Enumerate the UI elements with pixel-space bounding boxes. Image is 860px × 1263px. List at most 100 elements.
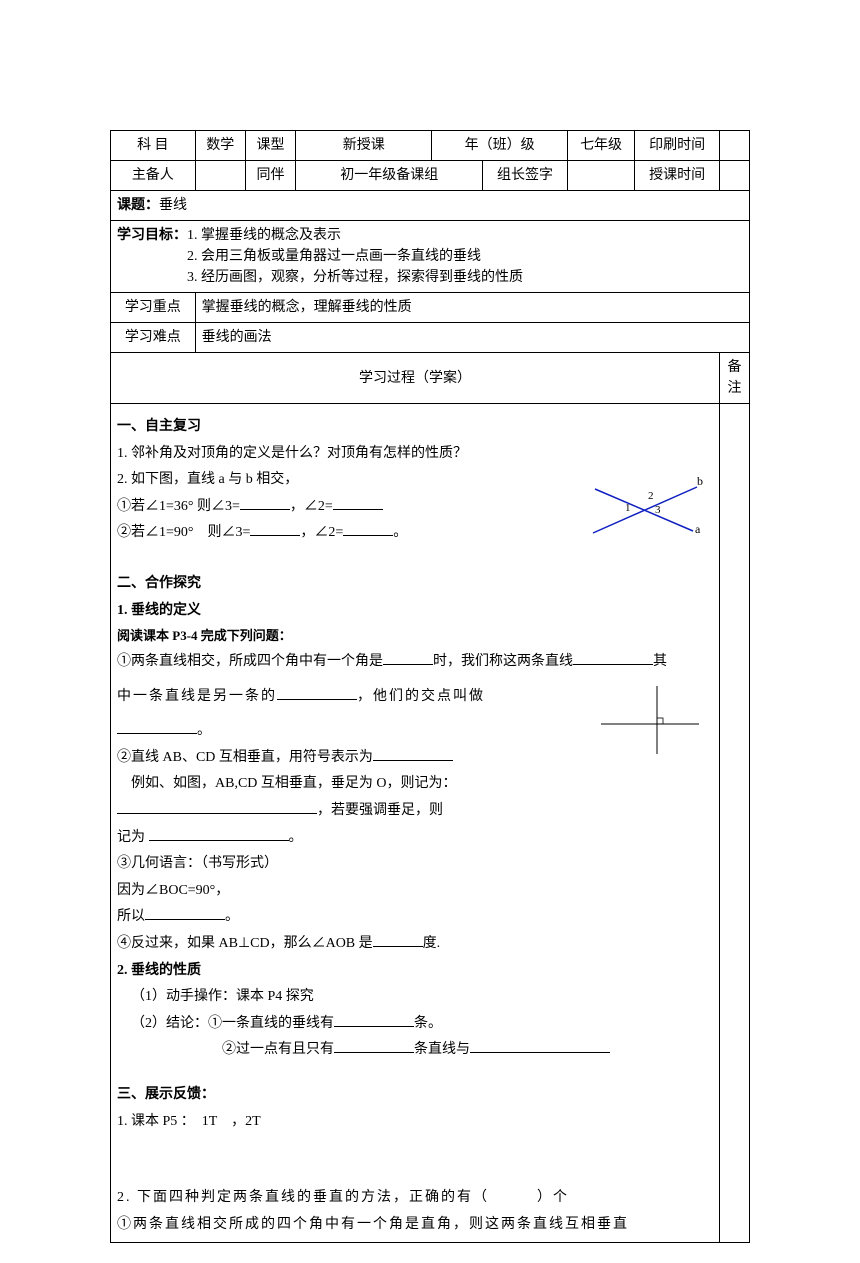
focus-label: 学习重点 xyxy=(111,293,196,323)
s2-p3b: 因为∠BOC=90°， xyxy=(117,878,713,905)
subject-label: 科 目 xyxy=(111,131,196,161)
s2-p1a: ①两条直线相交，所成四个角中有一个角是 xyxy=(117,654,383,669)
notes-column xyxy=(720,404,750,1243)
topic-cell: 课题：垂线 xyxy=(111,191,750,221)
s2-p1-line1: ①两条直线相交，所成四个角中有一个角是 时，我们称这两条直线 其 xyxy=(117,649,713,676)
blank xyxy=(117,800,317,814)
teach-time-value xyxy=(720,161,750,191)
blank xyxy=(334,1013,414,1027)
perpendicular-lines-diagram xyxy=(595,680,705,760)
blank xyxy=(334,1039,414,1053)
s2-s2c-line: ②过一点有且只有 条直线与 xyxy=(222,1037,713,1064)
topic-row: 课题：垂线 xyxy=(111,191,750,221)
s2-p1d-prefix: 中一条直线是另一条的 xyxy=(117,689,277,704)
s2-p1c: 其 xyxy=(653,654,667,669)
section1-title: 一、自主复习 xyxy=(117,414,713,441)
focus-value: 掌握垂线的概念，理解垂线的性质 xyxy=(195,293,749,323)
s2-s2b-mid: 条。 xyxy=(414,1016,442,1031)
print-time-label: 印刷时间 xyxy=(635,131,720,161)
s2-p2-line3: ，若要强调垂足，则 xyxy=(117,798,713,825)
s1-q1: 1. 邻补角及对顶角的定义是什么？对顶角有怎样的性质？ xyxy=(117,441,713,468)
objective-3: 3. 经历画图，观察，分析等过程，探索得到垂线的性质 xyxy=(187,270,523,285)
process-header-row: 学习过程（学案） 备注 xyxy=(111,353,750,404)
s2-p1d-mid: ，他们的交点叫做 xyxy=(357,689,485,704)
s2-p1b: 时，我们称这两条直线 xyxy=(433,654,573,669)
blank xyxy=(145,906,225,920)
leader-sign-label: 组长签字 xyxy=(483,161,568,191)
process-header: 学习过程（学案） xyxy=(111,353,720,404)
objectives-row: 学习目标：1. 掌握垂线的概念及表示 2. 会用三角板或量角器过一点画一条直线的… xyxy=(111,221,750,293)
s2-p3c: 所以 xyxy=(117,909,145,924)
blank xyxy=(373,747,453,761)
lesson-plan-table: 科 目 数学 课型 新授课 年（班）级 七年级 印刷时间 主备人 同伴 初一年级… xyxy=(110,130,750,1243)
s2-p2d: 记为 xyxy=(117,830,145,845)
s3-q1: 1. 课本 P5 ： 1T ，2T xyxy=(117,1109,713,1136)
s2-p1e: 。 xyxy=(197,723,211,738)
svg-text:a: a xyxy=(695,522,701,536)
focus-row: 学习重点 掌握垂线的概念，理解垂线的性质 xyxy=(111,293,750,323)
body-content: 一、自主复习 1. 邻补角及对顶角的定义是什么？对顶角有怎样的性质？ b a 1… xyxy=(111,404,720,1243)
blank xyxy=(240,496,290,510)
topic-value: 垂线 xyxy=(159,198,187,213)
partner-value: 初一年级备课组 xyxy=(296,161,483,191)
s2-s2c-mid: 条直线与 xyxy=(414,1042,470,1057)
s1-q2a-mid: ，∠2= xyxy=(290,499,333,514)
svg-text:1: 1 xyxy=(625,502,631,514)
blank xyxy=(383,651,433,665)
preparer-label: 主备人 xyxy=(111,161,196,191)
svg-text:3: 3 xyxy=(655,504,661,516)
s2-p2e: 。 xyxy=(289,830,303,845)
s2-s2b: （2）结论：①一条直线的垂线有 xyxy=(131,1016,334,1031)
svg-text:b: b xyxy=(697,474,703,488)
s1-q2-end: 。 xyxy=(393,525,407,540)
type-value: 新授课 xyxy=(296,131,432,161)
s2-p4-line: ④反过来，如果 AB⊥CD，那么∠AOB 是 度. xyxy=(117,931,713,958)
s1-q2b-mid: ，∠2= xyxy=(300,525,343,540)
header-row-1: 科 目 数学 课型 新授课 年（班）级 七年级 印刷时间 xyxy=(111,131,750,161)
blank xyxy=(277,686,357,700)
blank xyxy=(333,496,383,510)
s2-p2-line4: 记为 。 xyxy=(117,825,713,852)
objective-2: 2. 会用三角板或量角器过一点画一条直线的垂线 xyxy=(187,249,481,264)
difficulty-row: 学习难点 垂线的画法 xyxy=(111,323,750,353)
s1-q2b: ②若∠1=90° 则∠3= xyxy=(117,525,250,540)
blank xyxy=(250,522,300,536)
grade-value: 七年级 xyxy=(567,131,634,161)
teach-time-label: 授课时间 xyxy=(635,161,720,191)
s2-s2b-line: （2）结论：①一条直线的垂线有 条。 xyxy=(117,1011,713,1038)
topic-label: 课题： xyxy=(117,198,159,213)
s2-sub1: 1. 垂线的定义 xyxy=(117,598,713,625)
body-row: 一、自主复习 1. 邻补角及对顶角的定义是什么？对顶角有怎样的性质？ b a 1… xyxy=(111,404,750,1243)
difficulty-value: 垂线的画法 xyxy=(195,323,749,353)
s2-p3-line3: 所以 。 xyxy=(117,904,713,931)
print-time-value xyxy=(720,131,750,161)
preparer-value xyxy=(195,161,245,191)
blank xyxy=(117,720,197,734)
s2-p3d: 。 xyxy=(225,909,239,924)
leader-sign-value xyxy=(567,161,634,191)
objectives-cell: 学习目标：1. 掌握垂线的概念及表示 2. 会用三角板或量角器过一点画一条直线的… xyxy=(111,221,750,293)
objectives-label: 学习目标： xyxy=(117,228,187,243)
s2-p2c: ，若要强调垂足，则 xyxy=(317,803,443,818)
type-label: 课型 xyxy=(245,131,295,161)
s2-read: 阅读课本 P3-4 完成下列问题： xyxy=(117,624,713,649)
subject-value: 数学 xyxy=(195,131,245,161)
intersecting-lines-diagram: b a 1 2 3 xyxy=(585,471,705,551)
s2-p4b: 度. xyxy=(423,936,441,951)
blank xyxy=(573,651,653,665)
s2-p2a: ②直线 AB、CD 互相垂直，用符号表示为 xyxy=(117,750,373,765)
header-row-2: 主备人 同伴 初一年级备课组 组长签字 授课时间 xyxy=(111,161,750,191)
section3-title: 三、展示反馈： xyxy=(117,1082,713,1109)
blank xyxy=(343,522,393,536)
objective-1: 1. 掌握垂线的概念及表示 xyxy=(187,228,341,243)
grade-label: 年（班）级 xyxy=(432,131,568,161)
blank xyxy=(149,827,289,841)
difficulty-label: 学习难点 xyxy=(111,323,196,353)
s2-s2a: （1）动手操作：课本 P4 探究 xyxy=(117,984,713,1011)
s2-s2c: ②过一点有且只有 xyxy=(222,1042,334,1057)
partner-label: 同伴 xyxy=(245,161,295,191)
section2-title: 二、合作探究 xyxy=(117,571,713,598)
s2-p2-line2: 例如、如图，AB,CD 互相垂直，垂足为 O，则记为： xyxy=(117,771,713,798)
s2-p4a: ④反过来，如果 AB⊥CD，那么∠AOB 是 xyxy=(117,936,373,951)
s2-p3a: ③几何语言：（书写形式） xyxy=(117,851,713,878)
